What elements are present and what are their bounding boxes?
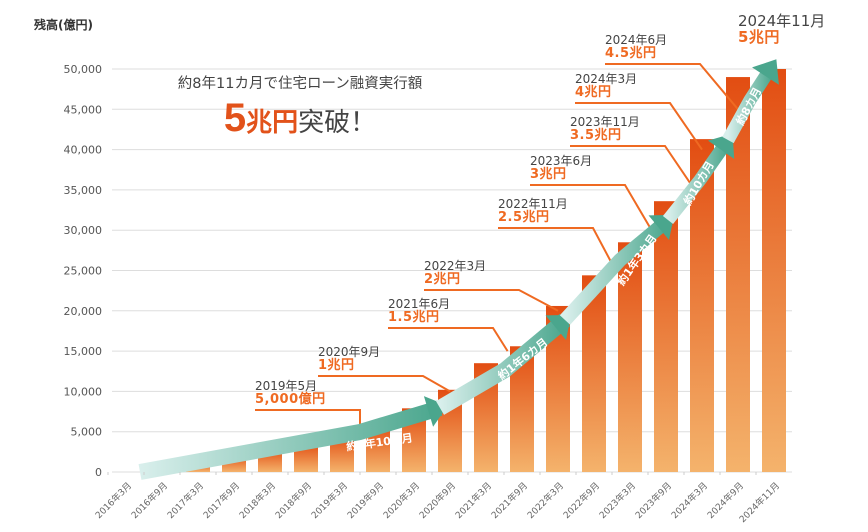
milestone-annotation: 2024年3月 4兆円	[575, 73, 637, 99]
growth-arrow-head	[648, 214, 675, 240]
x-tick-label: 2022年9月	[561, 480, 602, 521]
callout-line	[530, 184, 653, 231]
y-tick-label: 15,000	[64, 345, 103, 358]
milestone-value: 3.5兆円	[570, 127, 622, 143]
callout-line	[388, 327, 509, 352]
growth-arrow-shaft	[722, 62, 778, 144]
callout-line	[575, 102, 703, 151]
y-tick-label: 45,000	[64, 103, 103, 116]
y-axis-label: 残高(億円)	[34, 18, 93, 32]
growth-arrow-head	[708, 133, 735, 160]
milestone-value: 2兆円	[424, 271, 461, 287]
y-tick-label: 30,000	[64, 224, 103, 237]
milestone-value: 5兆円	[738, 27, 780, 46]
callout-line	[498, 227, 617, 271]
milestone-annotation: 2023年11月 3.5兆円	[570, 116, 640, 142]
y-tick-label: 35,000	[64, 184, 103, 197]
y-tick-label: 25,000	[64, 265, 103, 278]
milestone-date: 2024年6月	[605, 33, 668, 47]
callout-line	[318, 375, 451, 393]
milestone-date: 2022年11月	[498, 197, 568, 211]
milestone-annotation: 2022年3月 2兆円	[424, 260, 486, 286]
y-tick-label: 20,000	[64, 305, 103, 318]
milestone-value: 1.5兆円	[388, 309, 440, 325]
growth-arrow-shaft	[138, 400, 443, 480]
x-tick-label: 2018年3月	[237, 480, 278, 521]
milestone-date: 2020年9月	[318, 345, 381, 359]
y-tick-label: 0	[95, 466, 102, 479]
growth-arrow-head	[545, 314, 572, 340]
milestone-annotation: 2019年5月 5,000億円	[255, 380, 326, 406]
grid-lines	[112, 68, 792, 473]
x-tick-label: 2020年3月	[381, 480, 422, 521]
milestone-date: 2024年3月	[575, 72, 638, 86]
milestone-annotation: 2024年6月 4.5兆円	[605, 34, 667, 60]
bar	[654, 201, 678, 472]
callout-line	[605, 63, 739, 110]
callout-line	[424, 289, 559, 312]
callout-line	[570, 145, 696, 191]
milestone-date: 2023年6月	[530, 154, 593, 168]
growth-arrow-shaft	[559, 214, 673, 325]
y-tick-label: 40,000	[64, 144, 103, 157]
milestone-date: 2022年3月	[424, 259, 487, 273]
x-tick-label: 2023年3月	[597, 480, 638, 521]
milestone-date: 2019年5月	[255, 379, 318, 393]
bar	[618, 242, 642, 472]
y-tick-label: 10,000	[64, 385, 103, 398]
y-tick-label: 50,000	[64, 63, 103, 76]
headline-number: 5	[223, 96, 247, 140]
x-tick-label: 2020年9月	[417, 480, 458, 521]
growth-arrow-shaft	[662, 136, 734, 225]
x-tick-label: 2017年9月	[201, 480, 242, 521]
bar	[582, 275, 606, 472]
milestone-value: 3兆円	[530, 166, 567, 182]
milestone-date: 2021年6月	[388, 297, 451, 311]
growth-arrow-shaft	[435, 313, 571, 415]
headline-subtitle: 約8年11カ月で住宅ローン融資実行額	[177, 76, 423, 92]
milestone-value: 4兆円	[575, 84, 612, 100]
x-tick-label: 2019年3月	[309, 480, 350, 521]
bar	[762, 69, 786, 472]
milestone-value: 5,000億円	[255, 391, 326, 407]
milestone-value: 2.5兆円	[498, 209, 550, 225]
x-tick-label: 2021年9月	[489, 480, 530, 521]
x-tick-label: 2019年9月	[345, 480, 386, 521]
milestone-date: 2023年11月	[570, 115, 640, 129]
headline-unit: 兆円	[246, 108, 299, 138]
x-tick-label: 2016年9月	[129, 480, 170, 521]
growth-arrow-head	[752, 59, 779, 85]
callout-lines	[255, 63, 739, 432]
x-tick-label: 2016年3月	[93, 480, 134, 521]
headline-rest: 突破！	[298, 108, 377, 138]
x-tick-label: 2017年3月	[165, 480, 206, 521]
y-tick-labels: 0 5,000 10,000 15,000 20,000 25,000 30,000 35,0…	[64, 63, 103, 479]
milestone-value: 4.5兆円	[605, 45, 657, 61]
x-tick-label: 2018年9月	[273, 480, 314, 521]
x-tick-label: 2023年9月	[633, 480, 674, 521]
milestone-annotation: 2023年6月 3兆円	[530, 155, 592, 181]
milestone-annotation: 2024年11月 5兆円	[738, 12, 826, 46]
milestone-annotation: 2020年9月 1兆円	[318, 346, 380, 372]
milestone-value: 1兆円	[318, 357, 355, 373]
x-tick-label: 2024年3月	[669, 480, 710, 521]
y-tick-label: 5,000	[71, 426, 103, 439]
x-tick-labels: 2016年3月2016年9月2017年3月2017年9月2018年3月2018年…	[93, 472, 782, 525]
milestone-annotation: 2022年11月 2.5兆円	[498, 198, 568, 224]
milestone-annotation: 2021年6月 1.5兆円	[388, 298, 450, 324]
x-tick-label: 2022年3月	[525, 480, 566, 521]
milestone-date: 2024年11月	[738, 12, 826, 30]
headline-main: 5兆円突破！	[150, 96, 450, 141]
x-tick-label: 2021年3月	[453, 480, 494, 521]
